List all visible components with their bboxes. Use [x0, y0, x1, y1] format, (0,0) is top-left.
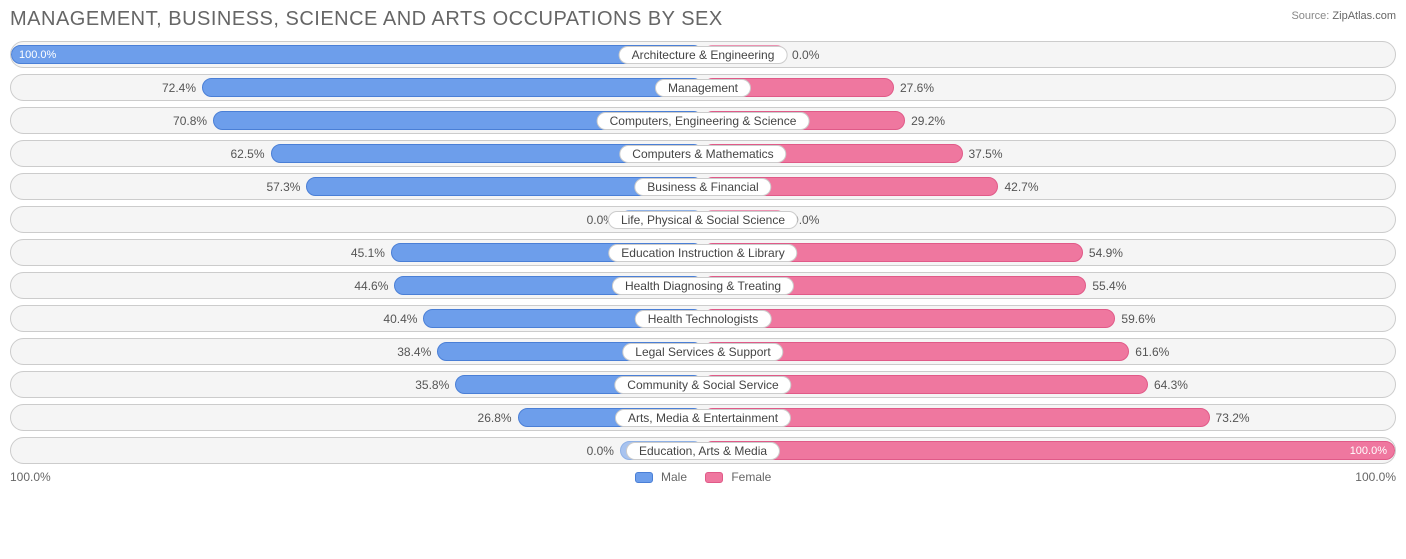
legend-male-label: Male [661, 470, 687, 484]
chart-row: 100.0% 0.0%Architecture & Engineering [10, 41, 1396, 68]
male-pct: 26.8% [478, 405, 512, 430]
male-pct: 72.4% [162, 75, 196, 100]
male-pct: 70.8% [173, 108, 207, 133]
female-pct: 100.0% [1350, 438, 1387, 463]
chart-row: 40.4% 59.6% Health Technologists [10, 305, 1396, 332]
chart-source: Source: ZipAtlas.com [1291, 8, 1396, 22]
category-label: Community & Social Service [614, 376, 791, 394]
chart-title: MANAGEMENT, BUSINESS, SCIENCE AND ARTS O… [10, 8, 723, 31]
category-label: Architecture & Engineering [619, 46, 788, 64]
male-pct: 45.1% [351, 240, 385, 265]
category-label: Life, Physical & Social Science [608, 211, 798, 229]
category-label: Legal Services & Support [622, 343, 783, 361]
category-label: Education Instruction & Library [608, 244, 797, 262]
legend-male: Male [635, 470, 687, 484]
category-label: Arts, Media & Entertainment [615, 409, 791, 427]
female-pct: 64.3% [1154, 372, 1188, 397]
male-pct: 100.0% [19, 42, 56, 67]
chart-row: 44.6% 55.4% Health Diagnosing & Treating [10, 272, 1396, 299]
chart-row: 26.8% 73.2% Arts, Media & Entertainment [10, 404, 1396, 431]
chart-header: MANAGEMENT, BUSINESS, SCIENCE AND ARTS O… [10, 8, 1396, 31]
male-pct: 35.8% [415, 372, 449, 397]
male-pct: 0.0% [587, 438, 614, 463]
legend-female: Female [705, 470, 771, 484]
chart-footer: 100.0% Male Female 100.0% [10, 470, 1396, 484]
chart-row: 0.0% 100.0% Education, Arts & Media [10, 437, 1396, 464]
category-label: Computers, Engineering & Science [597, 112, 810, 130]
female-bar [703, 441, 1395, 460]
source-value: ZipAtlas.com [1332, 10, 1396, 22]
male-pct: 44.6% [354, 273, 388, 298]
source-label: Source: [1291, 10, 1329, 22]
female-pct: 42.7% [1004, 174, 1038, 199]
female-pct: 0.0% [792, 42, 819, 67]
female-pct: 59.6% [1121, 306, 1155, 331]
legend-female-label: Female [731, 470, 771, 484]
axis-left-label: 100.0% [10, 470, 51, 484]
female-pct: 61.6% [1135, 339, 1169, 364]
category-label: Business & Financial [634, 178, 771, 196]
chart-rows: 100.0%0.0%Architecture & Engineering72.4… [10, 41, 1396, 464]
female-pct: 73.2% [1216, 405, 1250, 430]
chart-row: 0.0%0.0%Life, Physical & Social Science [10, 206, 1396, 233]
chart-row: 35.8% 64.3% Community & Social Service [10, 371, 1396, 398]
female-pct: 37.5% [969, 141, 1003, 166]
female-pct: 55.4% [1092, 273, 1126, 298]
legend-female-swatch [705, 472, 723, 483]
category-label: Health Diagnosing & Treating [612, 277, 794, 295]
male-pct: 62.5% [230, 141, 264, 166]
axis-right-label: 100.0% [1355, 470, 1396, 484]
chart-row: 72.4% 27.6% Management [10, 74, 1396, 101]
female-pct: 27.6% [900, 75, 934, 100]
female-pct: 54.9% [1089, 240, 1123, 265]
category-label: Management [655, 79, 751, 97]
category-label: Education, Arts & Media [626, 442, 780, 460]
chart-row: 57.3% 42.7% Business & Financial [10, 173, 1396, 200]
male-bar [11, 45, 703, 64]
legend: Male Female [635, 470, 772, 484]
male-pct: 40.4% [383, 306, 417, 331]
male-bar [202, 78, 703, 97]
category-label: Computers & Mathematics [619, 145, 786, 163]
chart-row: 38.4% 61.6% Legal Services & Support [10, 338, 1396, 365]
legend-male-swatch [635, 472, 653, 483]
male-pct: 57.3% [266, 174, 300, 199]
chart-row: 70.8% 29.2% Computers, Engineering & Scien… [10, 107, 1396, 134]
female-pct: 29.2% [911, 108, 945, 133]
male-pct: 38.4% [397, 339, 431, 364]
chart-row: 45.1% 54.9% Education Instruction & Librar… [10, 239, 1396, 266]
chart-row: 62.5% 37.5% Computers & Mathematics [10, 140, 1396, 167]
category-label: Health Technologists [635, 310, 772, 328]
